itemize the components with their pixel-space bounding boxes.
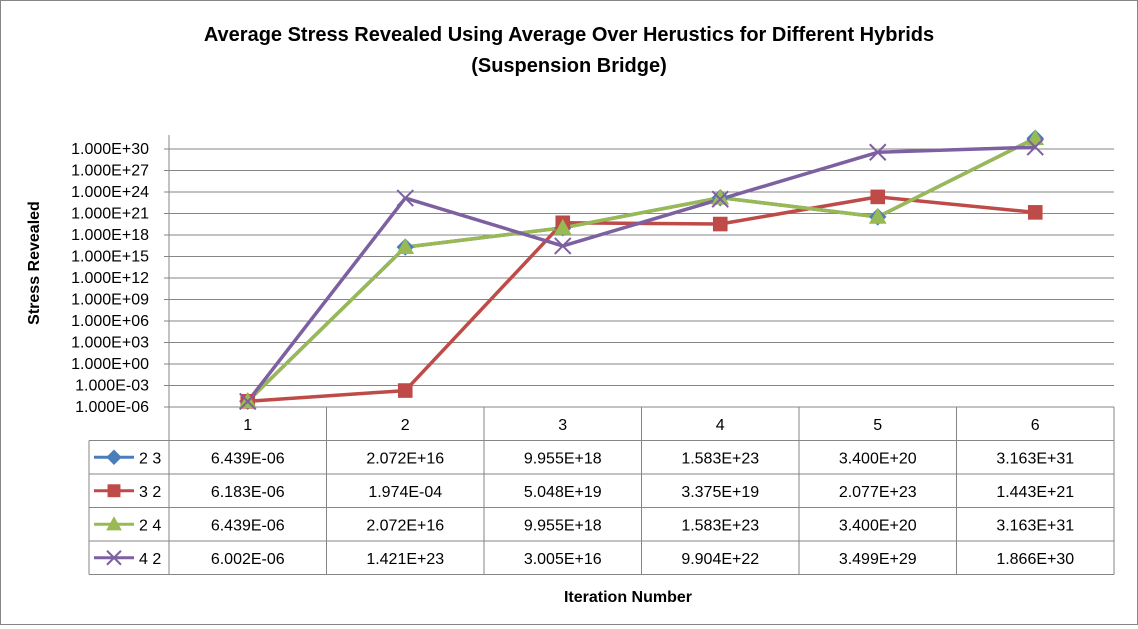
table-cell: 3.375E+19: [681, 484, 759, 501]
data-point: [1026, 138, 1044, 156]
series-line: [246, 145, 1036, 403]
table-cell: 5.048E+19: [524, 484, 602, 501]
data-point: [1026, 129, 1045, 146]
data-point: [869, 143, 887, 161]
data-table: 1 2 3 4 5 6 2 3 6.439E-06 2.072E+16 9.955E+18 1.58…: [88, 406, 1115, 575]
table-cell: 2.072E+16: [366, 450, 444, 467]
x-tick-label: 5: [873, 417, 882, 434]
table-cell: 3.163E+31: [996, 517, 1074, 534]
table-cell: 1.974E-04: [368, 484, 442, 501]
series-lines: [246, 136, 1037, 404]
legend-marker: [107, 484, 121, 498]
y-tick-label: 1.000E-06: [75, 399, 149, 416]
data-point: [239, 392, 257, 411]
gridlines: [164, 135, 1114, 408]
legend-marker: [106, 550, 122, 566]
data-point: [711, 190, 729, 208]
data-point: [396, 189, 414, 207]
chart-subtitle: (Suspension Bridge): [471, 55, 667, 77]
table-cell: 3.400E+20: [839, 450, 917, 467]
table-cell: 9.955E+18: [524, 517, 602, 534]
y-tick-labels: 1.000E+30 1.000E+27 1.000E+24 1.000E+21 1.00…: [71, 141, 149, 416]
table-cell: 1.421E+23: [366, 551, 444, 568]
series-markers: [238, 129, 1045, 411]
x-tick-label: 6: [1031, 417, 1040, 434]
table-cell: 3.499E+29: [839, 551, 917, 568]
table-cell: 3.163E+31: [996, 450, 1074, 467]
table-cell: 6.002E-06: [211, 551, 285, 568]
x-tick-label: 1: [243, 417, 252, 434]
x-tick-label: 3: [558, 417, 567, 434]
y-tick-label: 1.000E+03: [71, 335, 149, 352]
table-cell: 2.077E+23: [839, 484, 917, 501]
legend-entry: 2 3: [139, 450, 161, 467]
data-point: [868, 207, 887, 224]
table-cell: 9.955E+18: [524, 450, 602, 467]
table-cell: 3.005E+16: [524, 551, 602, 568]
data-point: [396, 238, 415, 254]
y-tick-label: 1.000E+30: [71, 141, 149, 158]
y-tick-label: 1.000E+09: [71, 292, 149, 309]
y-tick-label: 1.000E+12: [71, 270, 149, 287]
data-point: [711, 188, 730, 205]
y-tick-label: 1.000E+21: [71, 206, 149, 223]
legend-marker: [106, 516, 122, 531]
table-cell: 1.583E+23: [681, 517, 759, 534]
y-tick-label: 1.000E+00: [71, 356, 149, 373]
table-cell: 1.866E+30: [996, 551, 1074, 568]
legend-marker: [106, 449, 122, 465]
chart-title: Average Stress Revealed Using Average Ov…: [204, 24, 934, 46]
legend-entry: 2 4: [139, 517, 161, 534]
table-cell: 1.443E+21: [996, 484, 1074, 501]
legend-entry: 3 2: [139, 484, 161, 501]
table-cell: 2.072E+16: [366, 517, 444, 534]
data-point: [397, 383, 413, 398]
series-line: [246, 136, 1037, 403]
x-tick-label: 2: [401, 417, 410, 434]
table-cell: 9.904E+22: [681, 551, 759, 568]
y-tick-label: 1.000E+15: [71, 249, 149, 266]
data-point: [712, 216, 728, 232]
table-cell: 3.400E+20: [839, 517, 917, 534]
data-point: [553, 218, 572, 235]
y-tick-label: 1.000E-03: [75, 378, 149, 395]
legend-entry: 4 2: [139, 551, 161, 568]
x-axis-title: Iteration Number: [564, 589, 692, 606]
y-tick-label: 1.000E+24: [71, 184, 149, 201]
y-axis-title: Stress Revealed: [26, 201, 43, 325]
y-tick-label: 1.000E+18: [71, 227, 149, 244]
table-cell: 6.439E-06: [211, 517, 285, 534]
y-tick-label: 1.000E+06: [71, 313, 149, 330]
y-tick-label: 1.000E+27: [71, 163, 149, 180]
data-point: [1027, 205, 1043, 220]
table-cell: 6.439E-06: [211, 450, 285, 467]
data-point: [554, 237, 572, 255]
data-point: [870, 189, 886, 205]
table-cell: 1.583E+23: [681, 450, 759, 467]
series-line: [246, 136, 1037, 403]
table-cell: 6.183E-06: [211, 484, 285, 501]
x-tick-label: 4: [716, 417, 725, 434]
